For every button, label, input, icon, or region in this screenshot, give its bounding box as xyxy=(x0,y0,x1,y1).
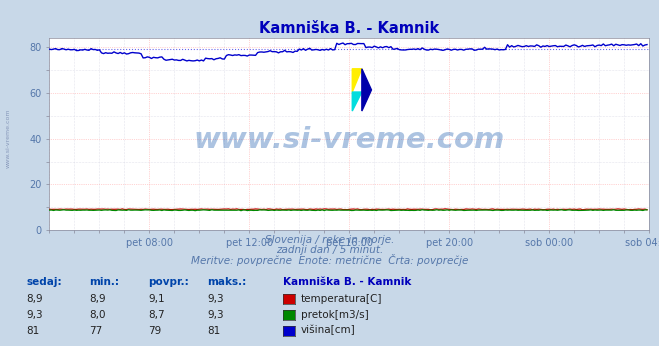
Text: 77: 77 xyxy=(89,326,102,336)
Text: 9,3: 9,3 xyxy=(208,294,224,304)
Text: Kamniška B. - Kamnik: Kamniška B. - Kamnik xyxy=(283,277,412,288)
Text: www.si-vreme.com: www.si-vreme.com xyxy=(194,126,505,154)
Text: višina[cm]: višina[cm] xyxy=(301,325,355,336)
Text: zadnji dan / 5 minut.: zadnji dan / 5 minut. xyxy=(276,245,383,255)
Text: www.si-vreme.com: www.si-vreme.com xyxy=(5,109,11,168)
Text: 81: 81 xyxy=(26,326,40,336)
Text: sedaj:: sedaj: xyxy=(26,277,62,288)
Text: 8,0: 8,0 xyxy=(89,310,105,320)
Text: maks.:: maks.: xyxy=(208,277,247,288)
Text: 8,9: 8,9 xyxy=(89,294,105,304)
Text: 81: 81 xyxy=(208,326,221,336)
Text: Slovenija / reke in morje.: Slovenija / reke in morje. xyxy=(265,235,394,245)
Text: 79: 79 xyxy=(148,326,161,336)
Text: 8,9: 8,9 xyxy=(26,294,43,304)
Title: Kamniška B. - Kamnik: Kamniška B. - Kamnik xyxy=(259,20,440,36)
Polygon shape xyxy=(353,92,362,111)
Text: pretok[m3/s]: pretok[m3/s] xyxy=(301,310,368,320)
Text: 9,3: 9,3 xyxy=(208,310,224,320)
Polygon shape xyxy=(353,69,362,92)
Polygon shape xyxy=(362,69,372,111)
Text: 8,7: 8,7 xyxy=(148,310,165,320)
Text: povpr.:: povpr.: xyxy=(148,277,189,288)
Text: min.:: min.: xyxy=(89,277,119,288)
Text: temperatura[C]: temperatura[C] xyxy=(301,294,382,304)
Text: 9,3: 9,3 xyxy=(26,310,43,320)
Text: 9,1: 9,1 xyxy=(148,294,165,304)
Text: Meritve: povprečne  Enote: metrične  Črta: povprečje: Meritve: povprečne Enote: metrične Črta:… xyxy=(191,254,468,266)
